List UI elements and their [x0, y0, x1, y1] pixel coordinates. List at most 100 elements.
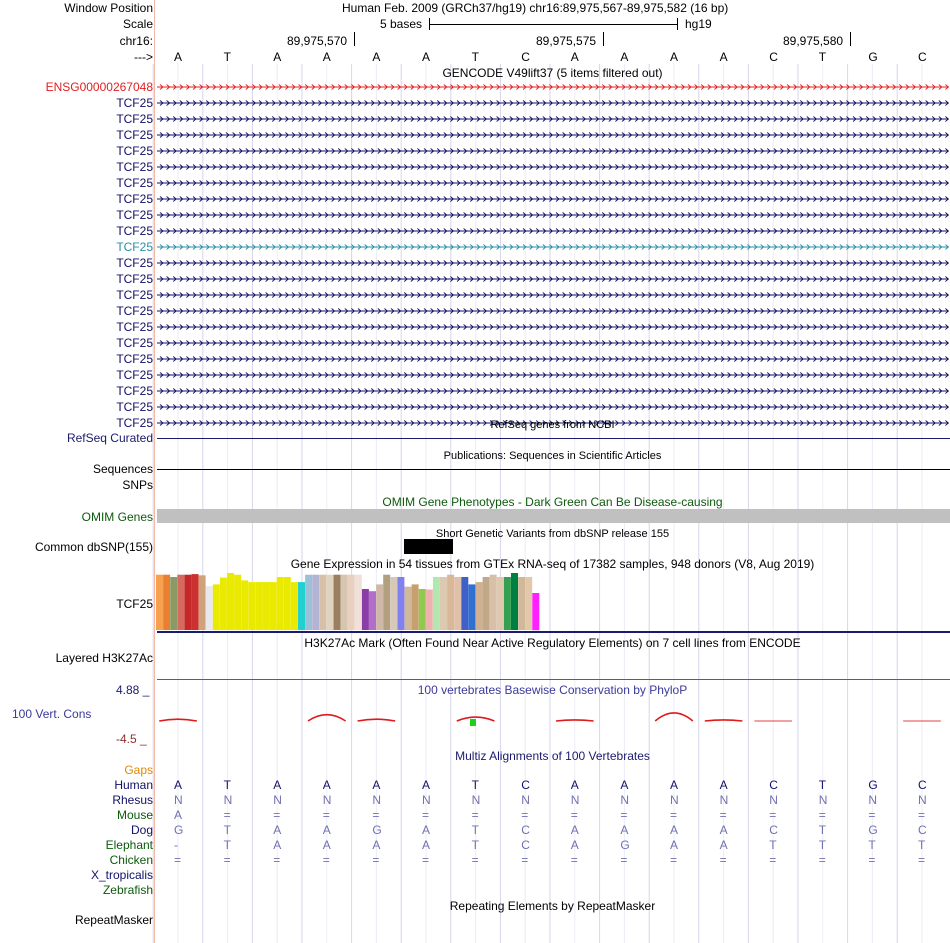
gencode-item-tcf25[interactable]: TCF25 — [116, 288, 153, 302]
gencode-item-ensg[interactable]: ENSG00000267048 — [45, 80, 153, 94]
omim-phenotype-bar[interactable] — [157, 509, 950, 523]
multiz-species-label[interactable]: Mouse — [116, 808, 153, 822]
multiz-species-label[interactable]: Human — [114, 778, 153, 792]
multiz-base: = — [719, 808, 727, 822]
snps-label[interactable]: SNPs — [122, 478, 153, 492]
gencode-item-tcf25[interactable]: TCF25 — [116, 224, 153, 238]
sequence-base: A — [273, 50, 282, 64]
refseq-track-title: RefSeq genes from NCBI — [490, 419, 615, 431]
multiz-base: = — [670, 808, 678, 822]
multiz-base: A — [273, 838, 282, 852]
multiz-base: = — [322, 808, 330, 822]
gencode-item-tcf25[interactable]: TCF25 — [116, 208, 153, 222]
refseq-gene-line[interactable] — [157, 438, 950, 439]
multiz-base: A — [322, 838, 331, 852]
multiz-base: C — [769, 823, 778, 837]
h3k27ac-label[interactable]: Layered H3K27Ac — [55, 651, 153, 665]
gtex-label[interactable]: TCF25 — [116, 597, 153, 611]
gencode-item-tcf25[interactable]: TCF25 — [116, 336, 153, 350]
sequences-line[interactable] — [157, 469, 950, 470]
multiz-species-label[interactable]: X_tropicalis — [90, 868, 153, 882]
sequence-base: T — [471, 50, 479, 64]
multiz-base: A — [372, 778, 381, 792]
multiz-base: N — [818, 793, 828, 807]
window-position-label: Window Position — [64, 1, 153, 15]
conservation-label[interactable]: 100 Vert. Cons — [12, 707, 92, 721]
multiz-base: N — [471, 793, 481, 807]
multiz-base: = — [818, 808, 826, 822]
multiz-species-label[interactable]: Dog — [130, 823, 153, 837]
multiz-base: C — [918, 778, 927, 792]
conservation-max-label: 4.88 _ — [116, 683, 150, 697]
gencode-item-tcf25[interactable]: TCF25 — [116, 368, 153, 382]
omim-label[interactable]: OMIM Genes — [81, 510, 153, 524]
multiz-base: G — [372, 823, 382, 837]
multiz-base: N — [620, 793, 630, 807]
gencode-item-tcf25[interactable]: TCF25 — [116, 96, 153, 110]
multiz-base: = — [471, 853, 479, 867]
multiz-base: C — [769, 778, 778, 792]
multiz-base: - — [174, 838, 178, 852]
multiz-base: C — [521, 838, 530, 852]
sequence-base: G — [868, 50, 878, 64]
dbsnp-track-title: Short Genetic Variants from dbSNP releas… — [435, 528, 670, 540]
refseq-label[interactable]: RefSeq Curated — [66, 431, 153, 445]
chrom-label: chr16: — [119, 34, 153, 48]
gencode-item-tcf25[interactable]: TCF25 — [116, 128, 153, 142]
dbsnp-variant[interactable] — [404, 539, 453, 554]
multiz-species-label[interactable]: Elephant — [105, 838, 153, 852]
multiz-base: = — [570, 853, 578, 867]
sequences-label[interactable]: Sequences — [92, 462, 153, 476]
omim-track-title: OMIM Gene Phenotypes - Dark Green Can Be… — [382, 495, 723, 509]
gencode-item-tcf25[interactable]: TCF25 — [116, 416, 153, 430]
multiz-base: A — [174, 778, 183, 792]
gencode-item-tcf25[interactable]: TCF25 — [116, 160, 153, 174]
multiz-base: T — [471, 778, 479, 792]
gencode-item-tcf25[interactable]: TCF25 — [116, 272, 153, 286]
gencode-item-tcf25[interactable]: TCF25 — [116, 192, 153, 206]
multiz-base: = — [273, 853, 281, 867]
sequence-base: A — [670, 50, 679, 64]
multiz-base: A — [719, 823, 728, 837]
coord-tick-1: 89,975,570 — [287, 34, 348, 48]
gencode-item-tcf25[interactable]: TCF25 — [116, 144, 153, 158]
dbsnp-label[interactable]: Common dbSNP(155) — [34, 540, 153, 554]
multiz-base: G — [868, 823, 878, 837]
sequence-base: C — [521, 50, 530, 64]
multiz-base: C — [521, 823, 530, 837]
sequence-base: A — [570, 50, 579, 64]
gencode-item-tcf25[interactable]: TCF25 — [116, 112, 153, 126]
multiz-base: = — [918, 853, 926, 867]
multiz-base: T — [818, 838, 827, 852]
multiz-base: A — [570, 838, 579, 852]
multiz-base: = — [223, 853, 231, 867]
gencode-item-tcf25[interactable]: TCF25 — [116, 400, 153, 414]
gencode-item-tcf25[interactable]: TCF25 — [116, 176, 153, 190]
multiz-base: N — [223, 793, 233, 807]
gencode-item-tcf25[interactable]: TCF25 — [116, 304, 153, 318]
gaps-label[interactable]: Gaps — [124, 763, 153, 777]
multiz-base: = — [471, 808, 479, 822]
multiz-species-label[interactable]: Rhesus — [112, 793, 153, 807]
gencode-item-tcf25[interactable]: TCF25 — [116, 256, 153, 270]
multiz-base: A — [670, 823, 679, 837]
coord-tick-2: 89,975,575 — [536, 34, 597, 48]
multiz-base: A — [670, 838, 679, 852]
gencode-item-tcf25[interactable]: TCF25 — [116, 320, 153, 334]
multiz-base: = — [719, 853, 727, 867]
multiz-base: T — [868, 838, 876, 852]
repeatmasker-label[interactable]: RepeatMasker — [74, 913, 153, 927]
publications-track-title: Publications: Sequences in Scientific Ar… — [443, 450, 662, 462]
multiz-base: T — [223, 838, 231, 852]
scale-label: Scale — [122, 17, 153, 31]
multiz-base: A — [422, 778, 431, 792]
gencode-item-tcf25[interactable]: TCF25 — [116, 352, 153, 366]
conservation-track-title: 100 vertebrates Basewise Conservation by… — [417, 683, 688, 697]
gencode-item-tcf25[interactable]: TCF25 — [116, 240, 153, 254]
gencode-item-tcf25[interactable]: TCF25 — [116, 384, 153, 398]
multiz-base: = — [868, 808, 876, 822]
multiz-species-label[interactable]: Zebrafish — [102, 883, 153, 897]
multiz-species-label[interactable]: Chicken — [109, 853, 153, 867]
